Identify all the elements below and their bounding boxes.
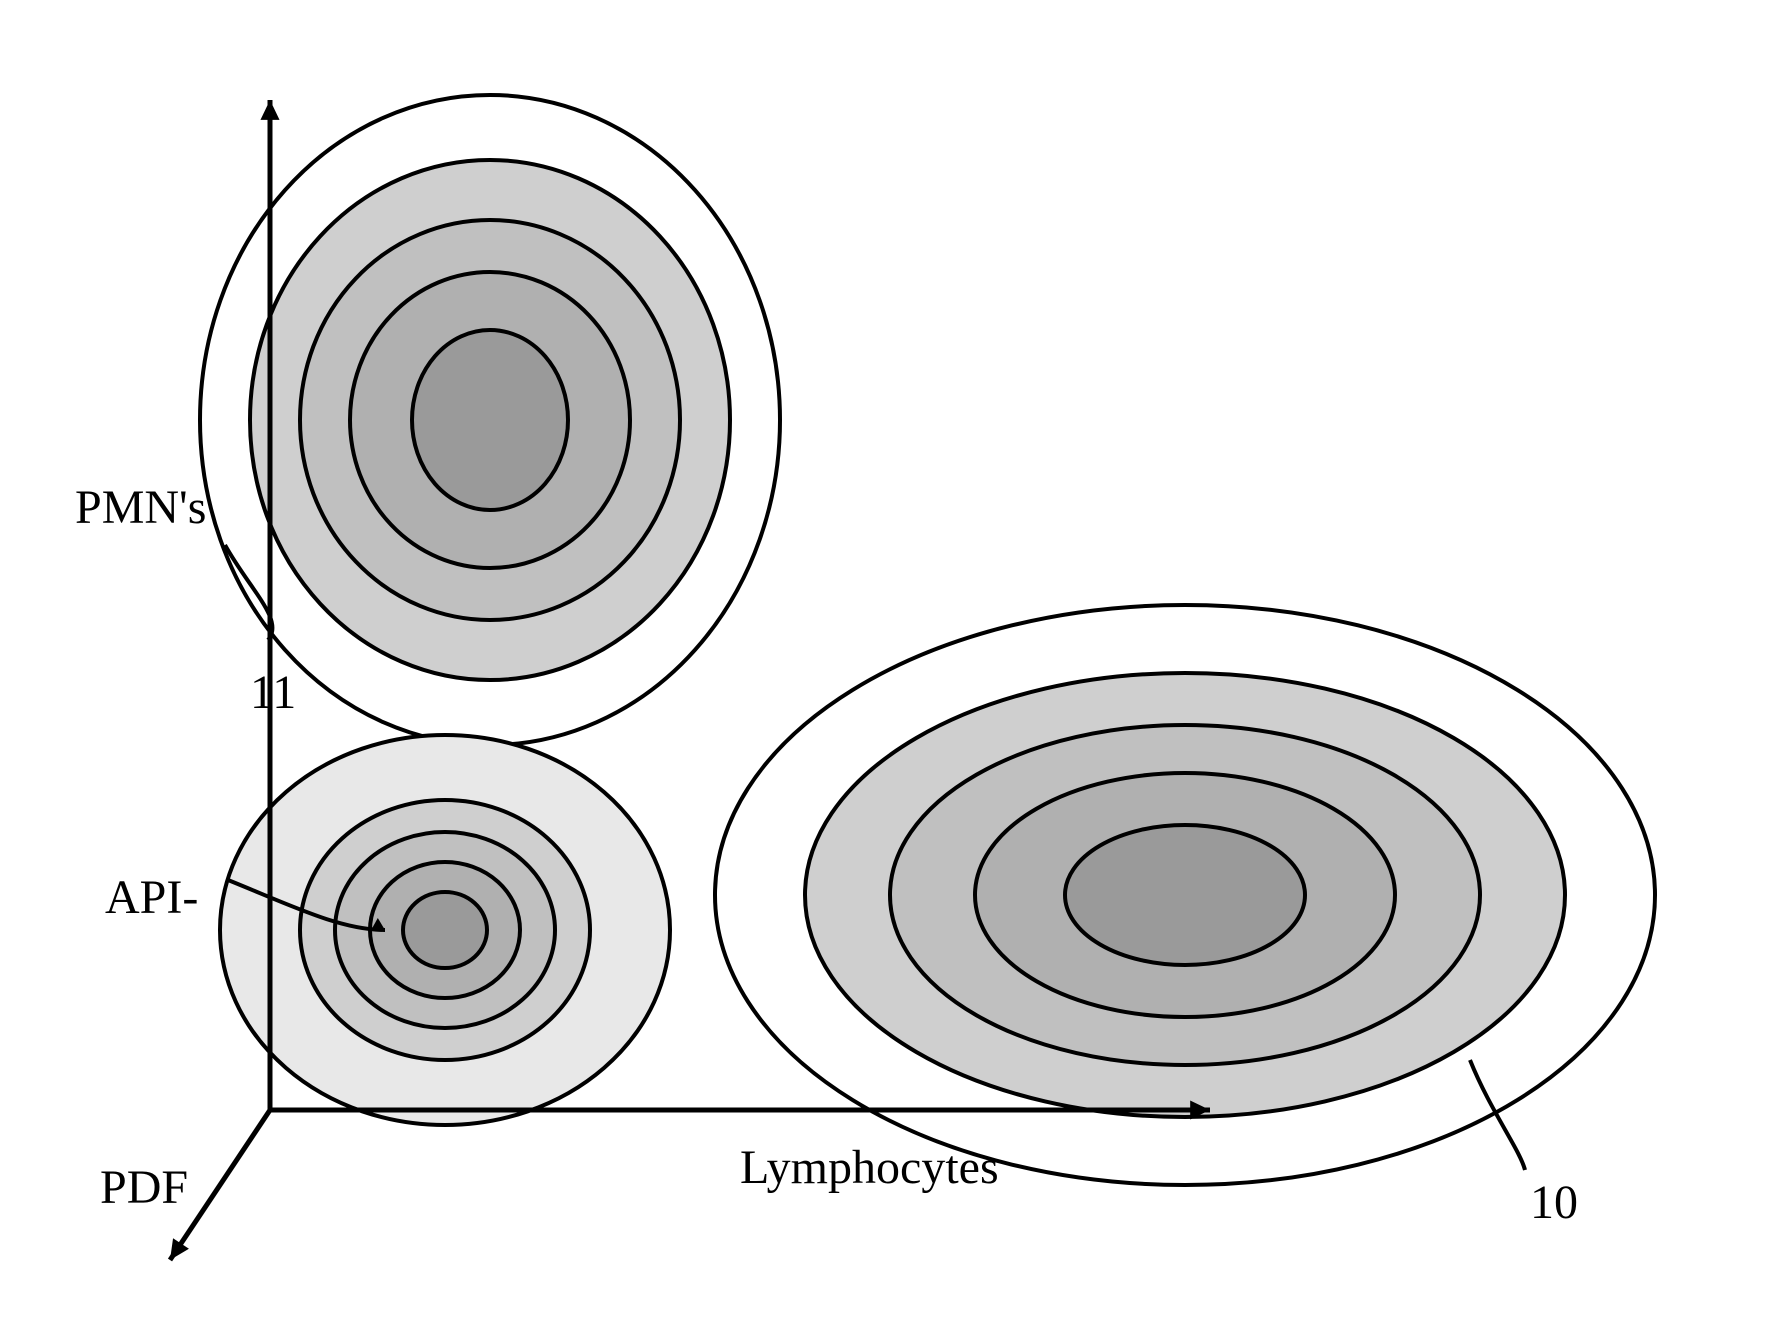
api-label: API- [105,870,198,925]
lymphocytes-cluster [715,605,1655,1185]
lymph-ref-number: 10 [1530,1175,1578,1230]
z-axis-label: PDF [100,1160,188,1215]
api-cluster [220,735,670,1125]
pmn-ref-number: 11 [250,665,296,720]
pmn-cluster [200,95,780,745]
y-axis-label: PMN's [75,480,206,535]
x-axis-label: Lymphocytes [740,1140,999,1195]
